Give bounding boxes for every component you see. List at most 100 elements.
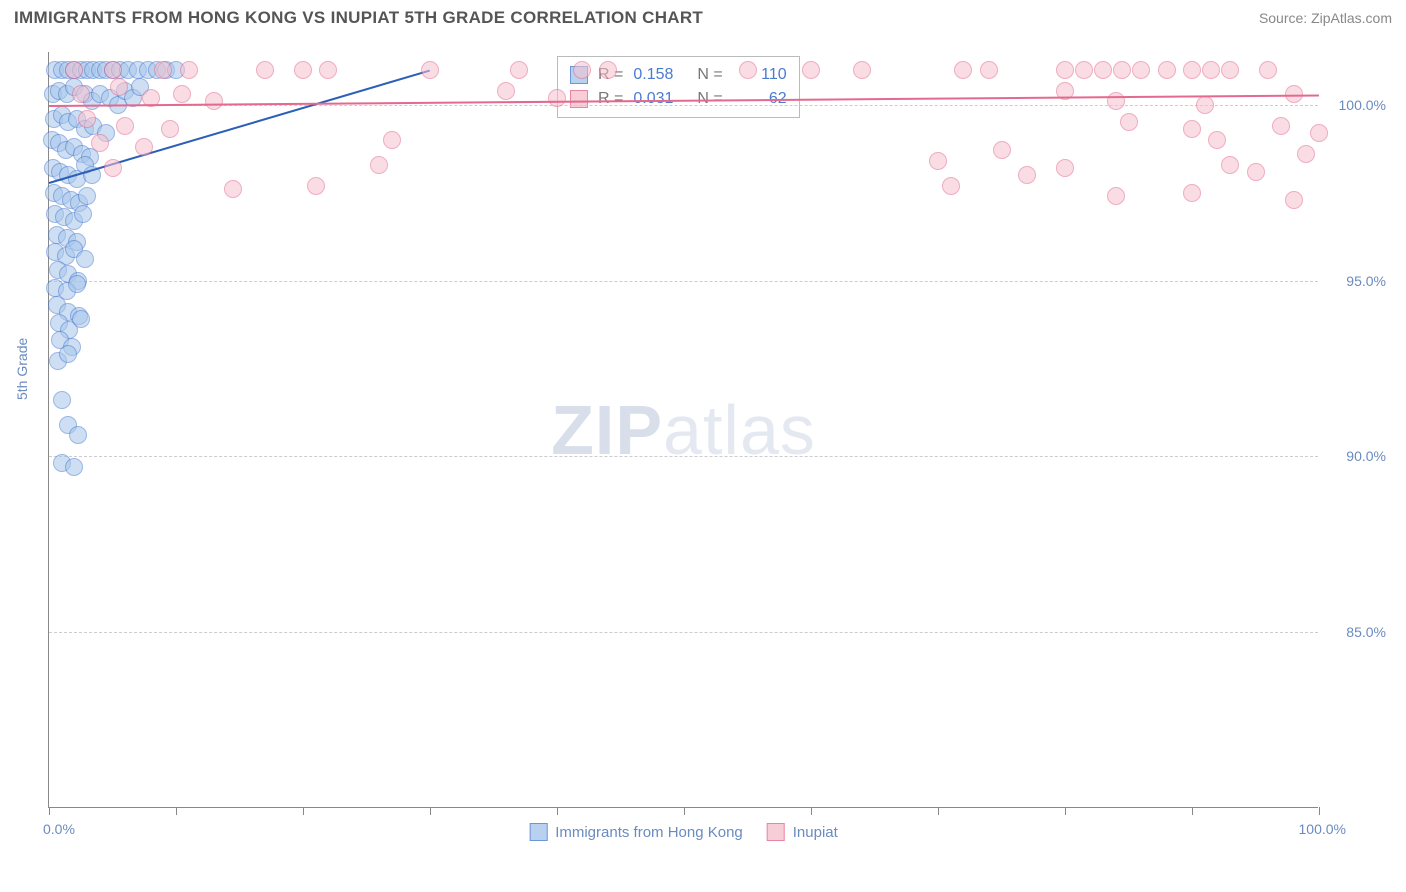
data-point [954, 61, 972, 79]
data-point [116, 117, 134, 135]
data-point [69, 426, 87, 444]
data-point [599, 61, 617, 79]
data-point [980, 61, 998, 79]
data-point [802, 61, 820, 79]
data-point [853, 61, 871, 79]
chart-title: IMMIGRANTS FROM HONG KONG VS INUPIAT 5TH… [14, 8, 703, 28]
watermark: ZIPatlas [551, 390, 816, 470]
data-point [573, 61, 591, 79]
legend-r-label: R = [598, 87, 623, 111]
xtick [1192, 807, 1193, 815]
data-point [1259, 61, 1277, 79]
data-point [205, 92, 223, 110]
data-point [59, 345, 77, 363]
data-point [91, 134, 109, 152]
data-point [421, 61, 439, 79]
data-point [942, 177, 960, 195]
data-point [72, 310, 90, 328]
data-point [68, 275, 86, 293]
data-point [1113, 61, 1131, 79]
data-point [256, 61, 274, 79]
xtick [430, 807, 431, 815]
data-point [1202, 61, 1220, 79]
correlation-legend: R =0.158N =110R =0.031N =62 [557, 56, 800, 118]
legend-swatch [767, 823, 785, 841]
legend-n-label: N = [697, 63, 722, 87]
legend-r-value: 0.158 [633, 63, 687, 87]
xtick [811, 807, 812, 815]
scatter-chart: ZIPatlas R =0.158N =110R =0.031N =62 Imm… [48, 52, 1318, 808]
ytick-label: 90.0% [1346, 448, 1386, 464]
data-point [65, 458, 83, 476]
data-point [1107, 92, 1125, 110]
data-point [1075, 61, 1093, 79]
data-point [1208, 131, 1226, 149]
xaxis-label-right: 100.0% [1299, 821, 1346, 837]
xtick [176, 807, 177, 815]
data-point [224, 180, 242, 198]
xtick [557, 807, 558, 815]
legend-swatch [529, 823, 547, 841]
xtick [1319, 807, 1320, 815]
data-point [135, 138, 153, 156]
xtick [303, 807, 304, 815]
data-point [1132, 61, 1150, 79]
data-point [110, 78, 128, 96]
data-point [1107, 187, 1125, 205]
data-point [1056, 61, 1074, 79]
data-point [173, 85, 191, 103]
data-point [1120, 113, 1138, 131]
data-point [104, 61, 122, 79]
data-point [383, 131, 401, 149]
gridline [49, 456, 1318, 457]
ytick-label: 85.0% [1346, 624, 1386, 640]
legend-item: Immigrants from Hong Kong [529, 823, 743, 841]
data-point [1094, 61, 1112, 79]
xtick [49, 807, 50, 815]
data-point [1221, 61, 1239, 79]
data-point [76, 250, 94, 268]
data-point [1247, 163, 1265, 181]
data-point [294, 61, 312, 79]
data-point [319, 61, 337, 79]
xtick [1065, 807, 1066, 815]
data-point [65, 61, 83, 79]
series-legend: Immigrants from Hong Kong Inupiat [529, 823, 838, 841]
legend-series-name: Immigrants from Hong Kong [555, 824, 743, 841]
data-point [1018, 166, 1036, 184]
data-point [1183, 61, 1201, 79]
data-point [1297, 145, 1315, 163]
data-point [929, 152, 947, 170]
data-point [1183, 120, 1201, 138]
data-point [78, 110, 96, 128]
data-point [72, 85, 90, 103]
data-point [104, 159, 122, 177]
data-point [739, 61, 757, 79]
y-axis-label: 5th Grade [14, 338, 30, 400]
xtick [938, 807, 939, 815]
xtick [684, 807, 685, 815]
data-point [1272, 117, 1290, 135]
data-point [370, 156, 388, 174]
data-point [510, 61, 528, 79]
legend-series-name: Inupiat [793, 824, 838, 841]
data-point [1221, 156, 1239, 174]
gridline [49, 632, 1318, 633]
data-point [161, 120, 179, 138]
data-point [548, 89, 566, 107]
data-point [1285, 191, 1303, 209]
legend-item: Inupiat [767, 823, 838, 841]
data-point [74, 205, 92, 223]
source-label: Source: ZipAtlas.com [1259, 10, 1392, 26]
data-point [307, 177, 325, 195]
data-point [180, 61, 198, 79]
data-point [1183, 184, 1201, 202]
data-point [1056, 159, 1074, 177]
ytick-label: 100.0% [1339, 97, 1386, 113]
xaxis-label-left: 0.0% [43, 821, 75, 837]
data-point [154, 61, 172, 79]
data-point [78, 187, 96, 205]
ytick-label: 95.0% [1346, 273, 1386, 289]
gridline [49, 281, 1318, 282]
data-point [993, 141, 1011, 159]
